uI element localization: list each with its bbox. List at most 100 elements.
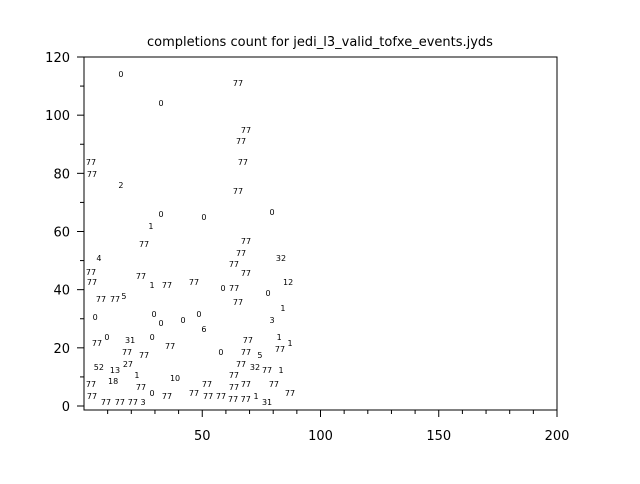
data-point-label: 77	[233, 187, 243, 196]
data-point-label: 77	[162, 281, 172, 290]
data-point-label: 0	[269, 208, 274, 217]
data-point-label: 77	[139, 351, 149, 360]
data-point-label: 0	[93, 313, 98, 322]
data-point-label: 0	[221, 284, 226, 293]
plot-frame	[83, 56, 558, 411]
data-point-label: 18	[108, 377, 118, 386]
data-point-label: 77	[203, 392, 213, 401]
data-point-label: 77	[101, 398, 111, 407]
data-point-label: 77	[229, 371, 239, 380]
data-point-label: 77	[241, 126, 251, 135]
x-tick-label: 200	[545, 429, 570, 444]
data-point-label: 77	[233, 79, 243, 88]
data-point-label: 31	[262, 398, 272, 407]
data-point-label: 1	[254, 392, 259, 401]
data-point-label: 77	[275, 345, 285, 354]
x-tick-label: 100	[308, 429, 333, 444]
data-point-label: 77	[128, 398, 138, 407]
data-point-label: 1	[278, 366, 283, 375]
data-point-label: 77	[229, 383, 239, 392]
data-point-label: 77	[86, 268, 96, 277]
data-point-label: 31	[125, 336, 135, 345]
data-point-label: 3	[269, 316, 274, 325]
data-point-label: 77	[241, 395, 251, 404]
data-point-label: 13	[110, 366, 120, 375]
data-point-label: 77	[96, 295, 106, 304]
data-point-label: 77	[86, 380, 96, 389]
data-point-label: 77	[269, 380, 279, 389]
data-point-label: 5	[257, 351, 262, 360]
y-tick-label: 120	[45, 51, 70, 66]
data-point-label: 0	[265, 289, 270, 298]
data-point-label: 1	[280, 304, 285, 313]
x-tick-label: 50	[194, 429, 211, 444]
data-point-label: 77	[233, 298, 243, 307]
data-point-label: 77	[136, 272, 146, 281]
data-point-label: 77	[241, 269, 251, 278]
data-point-label: 1	[277, 333, 282, 342]
data-point-label: 77	[189, 278, 199, 287]
data-point-label: 2	[118, 181, 123, 190]
data-point-label: 1	[134, 371, 139, 380]
data-point-label: 77	[241, 237, 251, 246]
data-point-label: 77	[262, 366, 272, 375]
data-point-label: 0	[150, 333, 155, 342]
data-point-label: 27	[123, 360, 133, 369]
data-point-label: 77	[202, 380, 212, 389]
data-point-label: 77	[216, 392, 226, 401]
data-point-label: 10	[170, 374, 180, 383]
x-tick-label: 150	[426, 429, 451, 444]
data-point-label: 77	[241, 348, 251, 357]
data-point-label: 52	[94, 363, 104, 372]
data-point-label: 32	[276, 254, 286, 263]
data-point-label: 1	[148, 222, 153, 231]
y-tick-label: 80	[53, 167, 70, 182]
data-point-label: 6	[201, 325, 206, 334]
y-tick-label: 20	[53, 342, 70, 357]
data-point-label: 32	[250, 363, 260, 372]
data-point-label: 77	[92, 339, 102, 348]
data-point-label: 77	[229, 284, 239, 293]
chart-title: completions count for jedi_l3_valid_tofx…	[147, 35, 493, 50]
data-point-label: 77	[165, 342, 175, 351]
data-point-label: 4	[96, 254, 101, 263]
data-point-label: 0	[159, 210, 164, 219]
data-point-label: 77	[87, 392, 97, 401]
data-point-label: 1	[149, 281, 154, 290]
data-point-label: 77	[285, 389, 295, 398]
data-point-label: 77	[189, 389, 199, 398]
data-point-label: 0	[159, 99, 164, 108]
data-point-label: 0	[151, 310, 156, 319]
data-point-label: 3	[140, 398, 145, 407]
data-point-label: 77	[238, 158, 248, 167]
data-point-label: 77	[86, 158, 96, 167]
data-point-label: 77	[228, 395, 238, 404]
data-point-label: 77	[241, 380, 251, 389]
data-point-label: 0	[104, 333, 109, 342]
data-point-label: 77	[236, 249, 246, 258]
data-point-label: 77	[110, 295, 120, 304]
data-point-label: 0	[196, 310, 201, 319]
data-point-label: 1	[287, 339, 292, 348]
data-point-label: 0	[118, 70, 123, 79]
data-point-label: 77	[139, 240, 149, 249]
data-point-label: 77	[236, 137, 246, 146]
data-point-label: 12	[283, 278, 293, 287]
data-point-label: 77	[122, 348, 132, 357]
data-point-label: 0	[201, 213, 206, 222]
data-point-label: 77	[87, 278, 97, 287]
y-tick-label: 100	[45, 109, 70, 124]
y-tick-label: 0	[62, 400, 70, 415]
data-point-label: 77	[243, 336, 253, 345]
data-point-label: 0	[159, 319, 164, 328]
y-tick-label: 40	[53, 284, 70, 299]
data-point-label: 5	[121, 292, 126, 301]
data-point-label: 77	[229, 260, 239, 269]
data-point-label: 0	[218, 348, 223, 357]
data-point-label: 77	[115, 398, 125, 407]
data-point-label: 77	[87, 170, 97, 179]
data-point-label: 0	[181, 316, 186, 325]
